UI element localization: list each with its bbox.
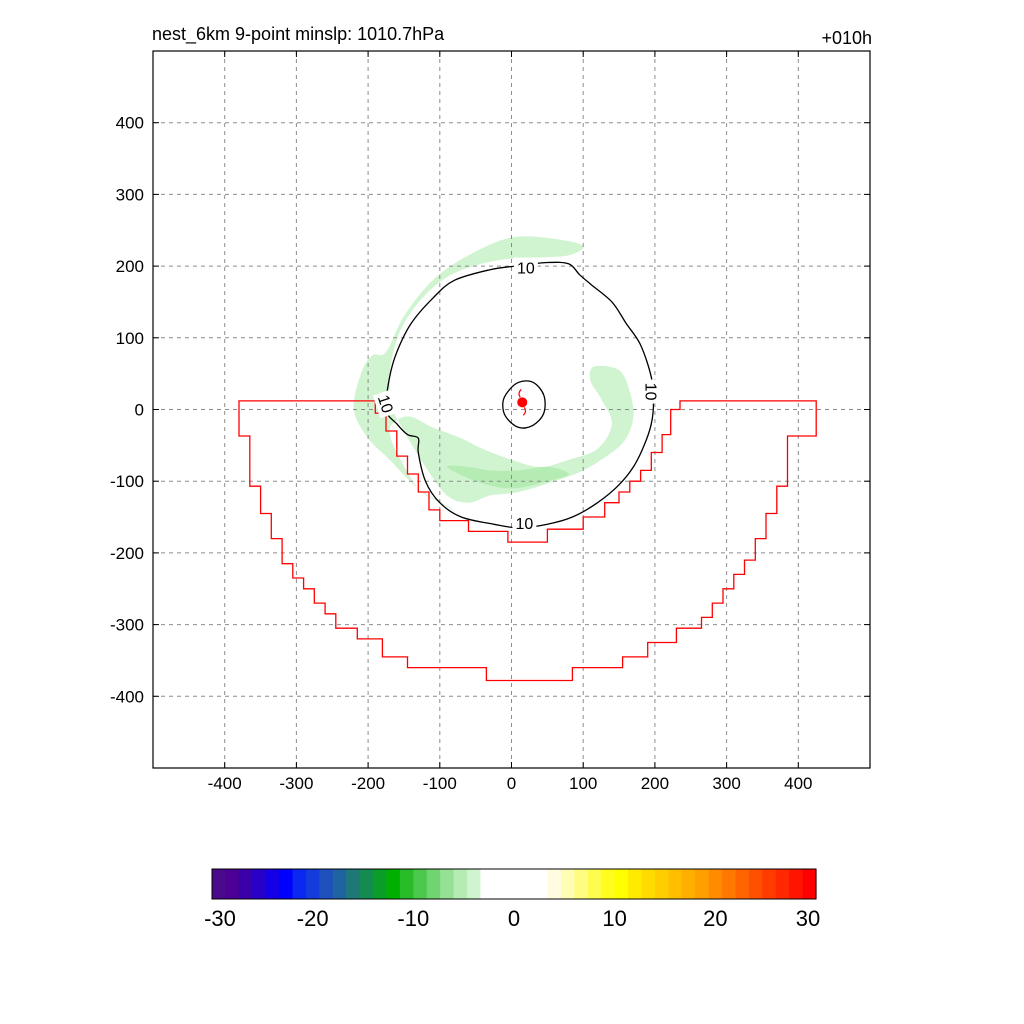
contour-label-bg [513,257,538,278]
y-tick-label: -400 [110,687,144,706]
colorbar-swatch [695,869,710,899]
colorbar-tick-label: 20 [703,906,727,931]
y-tick-label: 300 [116,185,144,204]
hurricane-icon [518,388,527,416]
contour-labels: 10 10 10 10 [372,257,662,533]
colorbar-tick-label: 0 [508,906,520,931]
y-tick-label: 200 [116,257,144,276]
colorbar-swatch [413,869,428,899]
colorbar-swatch [735,869,750,899]
colorbar-swatch [212,869,227,899]
y-tick-label: 0 [135,401,144,420]
colorbar-swatch [279,869,294,899]
shading-layer [353,236,634,511]
y-tick-label: -200 [110,544,144,563]
colorbar-swatch [493,869,508,899]
colorbar-tick-label: 10 [602,906,626,931]
contour-line-inner [502,380,546,429]
colorbar-swatch [238,869,253,899]
plot-area [153,51,870,768]
negative-band-shade-darker [446,465,569,489]
x-tick-label: 100 [569,774,597,793]
y-tick-label: -300 [110,616,144,635]
colorbar-swatch [467,869,482,899]
colorbar-swatch [708,869,723,899]
colorbar-swatch [520,869,535,899]
y-tick-label: 400 [116,114,144,133]
colorbar-swatch [292,869,307,899]
y-tick-label: -100 [110,472,144,491]
colorbar-swatch [453,869,468,899]
colorbar-swatch [654,869,669,899]
contour-line-outer [385,261,655,529]
x-tick-label: -400 [208,774,242,793]
colorbar-swatch [346,869,361,899]
colorbar-swatch [507,869,522,899]
colorbar-swatch [641,869,656,899]
colorbar-swatch [802,869,817,899]
colorbar-swatch [789,869,804,899]
colorbar-swatch [252,869,267,899]
colorbar-tick-label: 30 [796,906,820,931]
colorbar-swatch [628,869,643,899]
colorbar-swatch [775,869,790,899]
colorbar-swatch [601,869,616,899]
colorbar-swatch [359,869,374,899]
contour-label: 10 [517,261,535,278]
y-tick-label: 100 [116,329,144,348]
colorbar-swatch [319,869,334,899]
colorbar-swatch [681,869,696,899]
x-tick-label: 300 [712,774,740,793]
x-tick-label: 400 [784,774,812,793]
colorbar-swatch [762,869,777,899]
colorbar-swatch [332,869,347,899]
colorbar-swatch [614,869,629,899]
colorbar-swatch [574,869,589,899]
colorbar-swatch [560,869,575,899]
x-tick-label: 0 [507,774,516,793]
storm-center-layer [517,388,528,416]
positive-region-outline [238,400,817,682]
storm-center-marker [517,397,528,408]
colorbar-swatch [426,869,441,899]
colorbar-swatch [386,869,401,899]
colorbar-swatch [305,869,320,899]
x-tick-label: 200 [641,774,669,793]
colorbar-swatch [668,869,683,899]
colorbar-swatch [480,869,495,899]
contour-label-bg [512,512,537,533]
contour-label-bg [372,389,400,419]
colorbar-tick-label: -20 [297,906,329,931]
colorbar-tick-label: -10 [397,906,429,931]
colorbar-frame [211,868,817,900]
contour-layer [385,261,655,529]
contour-label: 10 [516,516,534,533]
contour-label-bg [641,379,662,404]
colorbar-swatch [265,869,280,899]
colorbar-swatch [399,869,414,899]
x-tick-label: -300 [279,774,313,793]
colorbar-swatch [722,869,737,899]
colorbar-swatch [225,869,240,899]
positive-region-layer [238,400,817,682]
x-tick-label: -200 [351,774,385,793]
x-axis: -400 -300 -200 -100 0 100 200 300 400 [208,51,812,793]
contour-label: 10 [641,383,658,401]
colorbar-swatch [534,869,549,899]
x-tick-label: -100 [423,774,457,793]
negative-band-shade [353,236,634,511]
forecast-hour-label: +010h [821,28,872,48]
colorbar-swatch [373,869,388,899]
plot-title: nest_6km 9-point minslp: 1010.7hPa [152,24,445,45]
colorbar-swatch [748,869,763,899]
colorbar-swatch [587,869,602,899]
colorbar-tick-labels: -30 -20 -10 0 10 20 30 [204,906,820,931]
colorbar-swatch [440,869,455,899]
contour-label: 10 [374,393,396,415]
y-axis: 400 300 200 100 0 -100 -200 -300 -400 [110,114,870,706]
colorbar-tick-label: -30 [204,906,236,931]
colorbar-swatch [547,869,562,899]
colorbar [211,868,817,900]
